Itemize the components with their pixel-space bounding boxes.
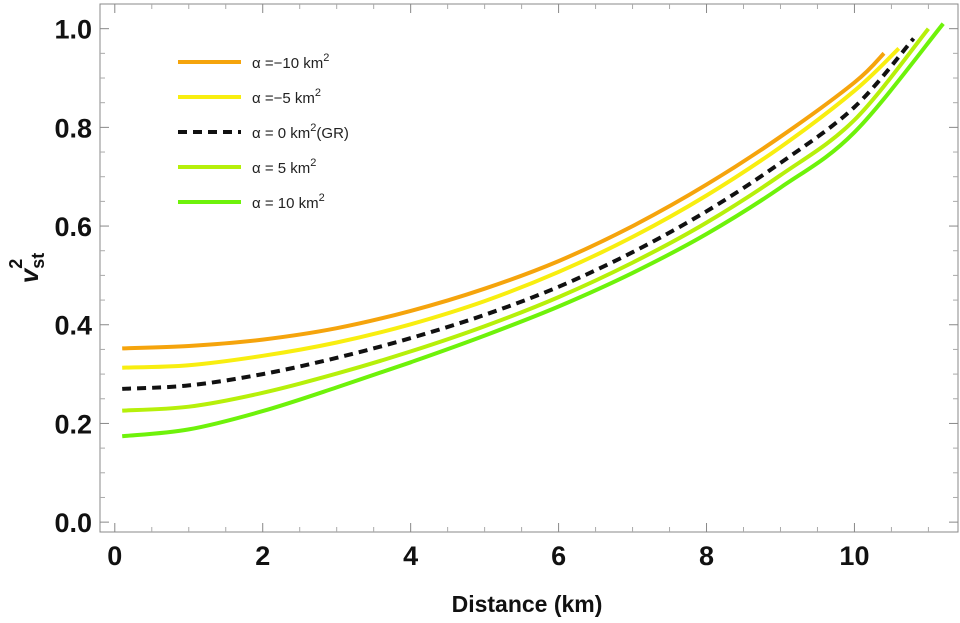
legend-label-text: α = 0 km xyxy=(252,125,310,142)
y-tick-label: 0.8 xyxy=(54,113,92,143)
y-axis-title-sub: st xyxy=(28,253,48,269)
axes: 0 2 4 6 8 10 0.0 0.2 0.4 0.6 0.8 1.0 xyxy=(54,3,959,571)
series-line-1 xyxy=(122,51,886,351)
legend-label-superscript: 2 xyxy=(319,192,325,204)
x-tick-label: 2 xyxy=(255,541,270,571)
y-tick-label: 0.0 xyxy=(54,508,92,538)
legend-label-text: α =−5 km xyxy=(252,90,315,107)
y-tick-label: 0.2 xyxy=(54,409,92,439)
x-axis-title: Distance (km) xyxy=(452,591,603,617)
series-line-2 xyxy=(122,46,901,370)
y-tick-label: 1.0 xyxy=(54,15,92,45)
y-tick-label: 0.6 xyxy=(54,212,92,242)
series-line-5 xyxy=(121,22,945,439)
y-axis-title-base: v xyxy=(14,267,44,283)
legend-label-superscript: 2 xyxy=(310,122,316,134)
plot-frame xyxy=(99,3,959,533)
legend-label-superscript: 2 xyxy=(323,52,329,64)
y-axis-title: vst2 xyxy=(6,253,48,283)
legend-label-superscript: 2 xyxy=(310,157,316,169)
x-tick-label: 8 xyxy=(699,541,714,571)
legend-label-text: α =−10 km xyxy=(252,55,323,72)
legend-label-2: α =−5 km2 xyxy=(252,87,321,107)
legend-label-3: α = 0 km2(GR) xyxy=(252,122,349,142)
y-axis-title-sup: 2 xyxy=(6,259,26,269)
x-tick-label: 4 xyxy=(403,541,418,571)
legend-label-suffix: (GR) xyxy=(316,125,349,142)
x-tick-label: 0 xyxy=(107,541,122,571)
x-tick-label: 6 xyxy=(551,541,566,571)
legend-label-text: α = 5 km xyxy=(252,160,310,177)
legend-label-superscript: 2 xyxy=(315,87,321,99)
series-line-4 xyxy=(122,27,930,413)
x-tick-label: 10 xyxy=(839,541,869,571)
legend-label-text: α = 10 km xyxy=(252,195,319,212)
y-tick-label: 0.4 xyxy=(54,311,92,341)
legend-label-4: α = 5 km2 xyxy=(252,157,316,177)
series-line-3 xyxy=(122,37,916,391)
legend-label-5: α = 10 km2 xyxy=(252,192,325,212)
series-layer xyxy=(121,22,945,439)
legend-label-1: α =−10 km2 xyxy=(252,52,329,72)
